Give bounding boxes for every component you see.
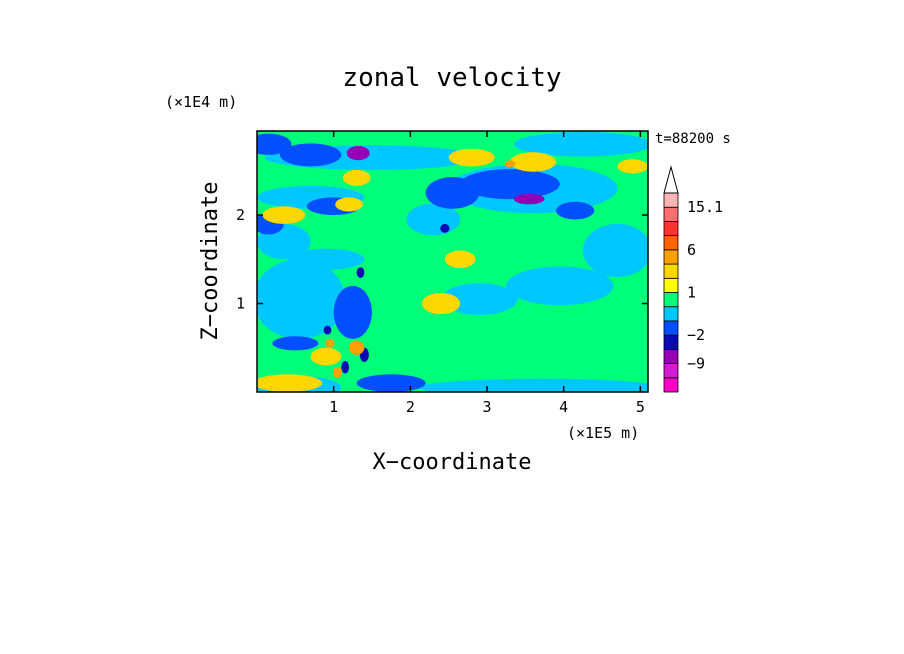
contour-region-37 [617,159,648,174]
colorbar-segment-2 [663,348,679,364]
contour-region-25 [513,193,545,205]
contour-region-32 [342,169,371,186]
contour-region-21 [356,374,426,392]
contour-region-3 [257,259,346,339]
colorbar-label-4: −9 [687,355,705,373]
contour-region-43 [325,338,335,348]
plot-frame [256,130,649,393]
colorbar-segment-6 [663,292,679,308]
colorbar-label-3: −2 [687,326,705,344]
contour-region-35 [510,152,556,172]
x-tick-label-1: 2 [406,398,415,416]
x-unit-label: (×1E5 m) [567,424,639,442]
contour-region-34 [448,148,495,167]
x-tick-label-3: 4 [559,398,568,416]
contour-region-39 [257,374,323,392]
x-axis-label: X−coordinate [373,450,532,475]
chart-title: zonal velocity [342,63,561,93]
colorbar-segment-7 [663,277,679,293]
contour-region-41 [349,340,365,355]
contour-region-44 [504,160,516,168]
colorbar-segment-12 [663,206,679,222]
colorbar-segment-5 [663,306,679,322]
y-tick-label-0: 1 [236,295,245,313]
colorbar-segment-9 [663,249,679,265]
y-axis-label: Z−coordinate [198,182,223,341]
colorbar-segment-0 [663,377,679,393]
colorbar-segment-3 [663,334,679,350]
contour-region-14 [257,133,292,155]
contour-region-22 [333,285,373,339]
contour-region-29 [323,325,332,335]
contour-region-24 [346,146,370,161]
x-tick-label-2: 3 [482,398,491,416]
x-axis-ticks: 1 2 3 4 5 [329,131,645,416]
contour-region-6 [441,283,518,316]
contour-region-2 [579,294,648,357]
contour-region-30 [356,267,365,278]
y-unit-label: (×1E4 m) [165,93,237,111]
colorbar-segment-13 [663,192,679,208]
contour-region-1 [418,378,648,392]
y-axis-ticks: 12 [236,206,648,313]
x-tick-label-4: 5 [636,398,645,416]
contour-region-26 [440,223,450,233]
colorbar-label-0: 15.1 [687,198,723,216]
contour-region-38 [421,292,461,315]
contour-region-28 [341,361,349,374]
contour-region-7 [506,266,614,306]
contour-region-36 [444,250,476,269]
colorbar-segment-11 [663,221,679,237]
contour-region-8 [582,223,648,277]
contour-region-12 [513,131,648,157]
colorbar [663,165,679,393]
contour-region-5 [287,248,365,270]
x-tick-label-0: 1 [329,398,338,416]
contour-region-40 [310,347,342,366]
colorbar-segment-1 [663,363,679,379]
contour-region-20 [556,201,595,220]
contour-region-19 [460,169,560,200]
colorbar-labels: 15.1 6 1 −2 −9 [687,198,723,372]
time-label: t=88200 s [655,131,731,147]
contour-region-31 [262,206,306,224]
y-tick-label-1: 2 [236,206,245,224]
colorbar-label-1: 6 [687,241,696,259]
contour-region-23 [272,336,319,351]
colorbar-segment-4 [663,320,679,336]
colorbar-segment-8 [663,263,679,279]
colorbar-segment-10 [663,235,679,251]
contour-region-15 [280,143,342,167]
colorbar-extend-triangle [663,165,679,194]
colorbar-label-2: 1 [687,284,696,302]
contour-region-42 [332,367,343,378]
contour-field [257,131,648,392]
contour-region-33 [335,197,363,212]
